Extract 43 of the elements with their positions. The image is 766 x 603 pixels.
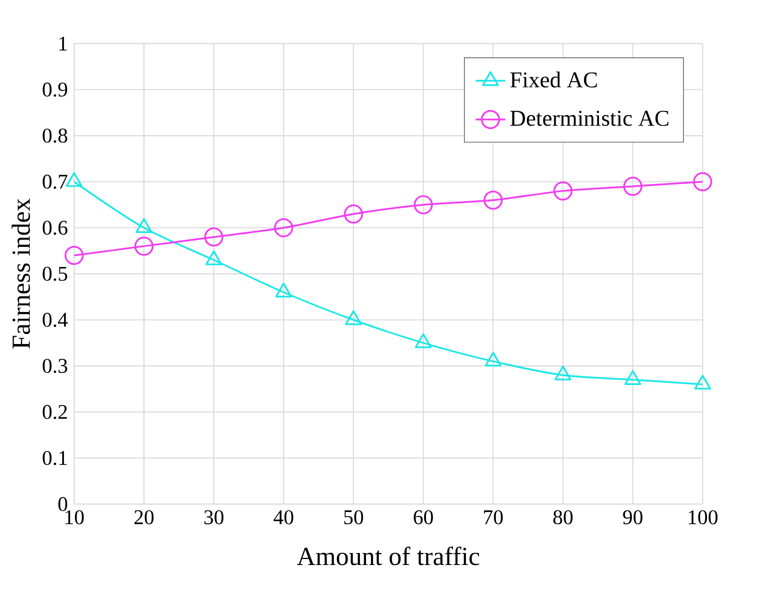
point	[64, 246, 84, 265]
y-tick-label: 1	[59, 36, 67, 50]
y-tick-label: 0.2	[42, 404, 67, 420]
point	[205, 250, 222, 266]
y-tick-label: 0.1	[42, 450, 67, 466]
x-tick-label: 30	[204, 510, 224, 524]
legend-label: Deterministic AC	[510, 110, 668, 126]
point	[414, 195, 433, 214]
x-tick-label: 50	[344, 510, 364, 524]
y-tick-label: 0.4	[42, 312, 68, 327]
point	[274, 218, 294, 238]
x-tick-label: 80	[553, 510, 573, 524]
y-tick-label: 0.9	[42, 82, 68, 97]
point	[623, 176, 642, 196]
point	[275, 282, 292, 298]
x-axis-title: Amount of traffic	[296, 546, 480, 566]
point	[553, 181, 573, 201]
y-axis-title: Fairness index	[12, 198, 30, 349]
y-tick-label: 0.5	[42, 266, 68, 281]
point	[484, 190, 503, 210]
x-tick-label: 70	[484, 510, 503, 524]
y-tick-label: 0.6	[42, 220, 68, 235]
point	[204, 227, 224, 247]
point	[693, 172, 712, 192]
point	[414, 333, 432, 348]
point	[484, 352, 502, 367]
x-tick-label: 90	[623, 510, 642, 524]
point	[345, 310, 362, 326]
point	[694, 374, 712, 390]
x-tick-label: 20	[134, 510, 154, 524]
x-tick-label: 100	[688, 510, 718, 524]
point	[554, 366, 572, 380]
x-tick-label: 40	[274, 510, 294, 524]
y-tick-label: 0.8	[42, 128, 68, 143]
x-tick-label: 10	[66, 510, 84, 524]
y-tick-label: 0.3	[42, 358, 68, 374]
legend-label: Fixed AC	[510, 72, 597, 88]
point	[344, 204, 364, 224]
point	[134, 236, 154, 256]
point	[624, 370, 642, 385]
y-tick-label: 0	[58, 497, 68, 512]
y-tick-label: 0.7	[42, 174, 68, 189]
x-tick-label: 60	[414, 510, 433, 524]
